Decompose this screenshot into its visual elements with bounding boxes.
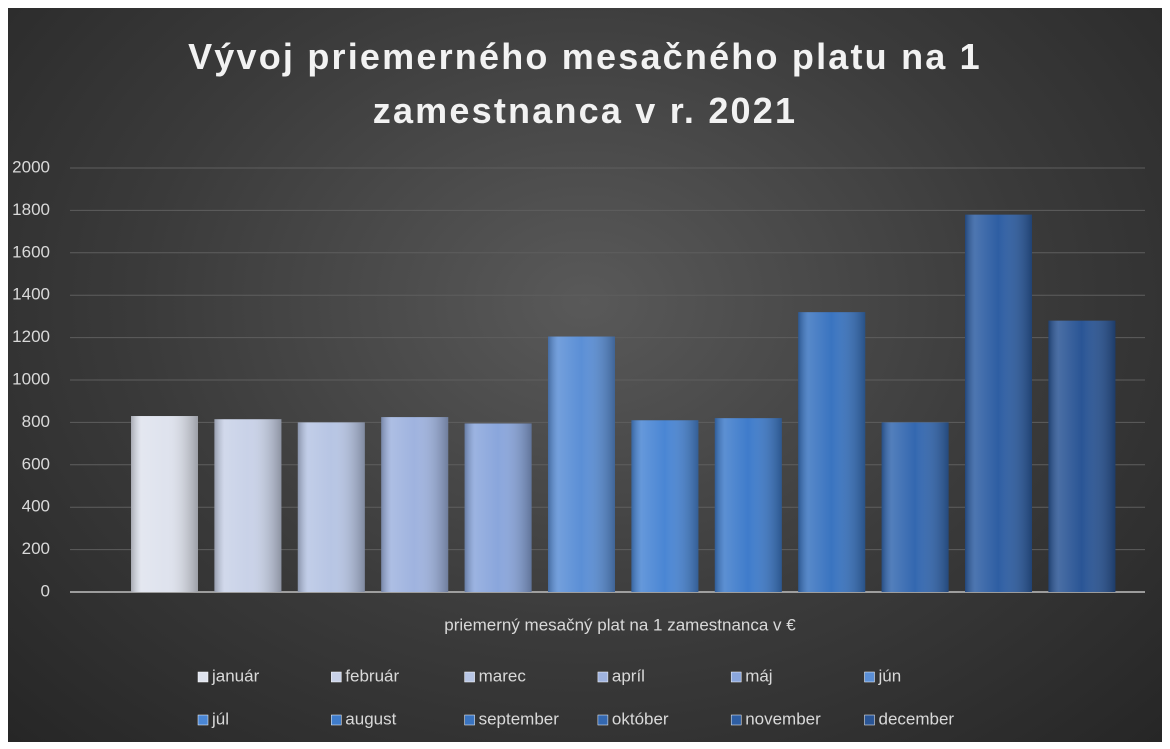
y-tick-label: 2000 xyxy=(12,157,50,176)
legend-label: apríl xyxy=(612,666,645,685)
bar-shade xyxy=(297,422,365,592)
legend-swatch xyxy=(197,671,209,683)
legend-label: máj xyxy=(745,666,772,685)
legend-swatch xyxy=(730,714,742,726)
legend-label: november xyxy=(745,709,821,728)
bar-shade xyxy=(631,420,699,592)
legend-label: september xyxy=(479,709,560,728)
y-tick-label: 800 xyxy=(22,412,50,431)
bar-shade xyxy=(714,418,782,592)
legend-swatch xyxy=(597,671,609,683)
legend-label: december xyxy=(879,709,955,728)
legend-swatch xyxy=(331,714,342,726)
bar-shade xyxy=(1048,320,1116,592)
bar-shade xyxy=(214,419,282,592)
legend-label: marec xyxy=(479,666,527,685)
y-tick-label: 400 xyxy=(22,497,50,516)
legend-swatch xyxy=(331,671,342,683)
legend-swatch xyxy=(197,714,209,726)
y-tick-label: 0 xyxy=(41,581,50,600)
chart-title: Vývoj priemerného mesačného platu na 1 z… xyxy=(188,36,982,131)
legend-label: jún xyxy=(878,666,902,685)
legend-label: január xyxy=(211,666,260,685)
y-tick-label: 1600 xyxy=(12,242,50,261)
y-tick-label: 1000 xyxy=(12,369,50,388)
y-tick-label: 200 xyxy=(22,539,50,558)
bar-shade xyxy=(881,422,949,592)
bar-shade xyxy=(381,417,449,592)
legend-swatch xyxy=(864,714,875,726)
bar-shade xyxy=(548,336,615,592)
y-tick-label: 1800 xyxy=(12,200,50,219)
y-tick-label: 600 xyxy=(22,454,50,473)
y-tick-label: 1400 xyxy=(12,285,50,304)
bar-shade xyxy=(965,214,1032,592)
legend-label: február xyxy=(345,666,399,685)
legend-label: október xyxy=(612,709,669,728)
bar-shade xyxy=(464,423,532,592)
legend-swatch xyxy=(597,714,609,726)
legend-label: august xyxy=(345,709,396,728)
legend-label: júl xyxy=(211,709,229,728)
legend-swatch xyxy=(464,671,475,683)
legend-swatch xyxy=(464,714,475,726)
bar-shade xyxy=(131,416,198,592)
legend-swatch xyxy=(864,671,875,683)
legend-swatch xyxy=(730,671,742,683)
bar-shade xyxy=(798,312,866,592)
x-axis-label: priemerný mesačný plat na 1 zamestnanca … xyxy=(444,615,796,634)
y-tick-label: 1200 xyxy=(12,327,50,346)
